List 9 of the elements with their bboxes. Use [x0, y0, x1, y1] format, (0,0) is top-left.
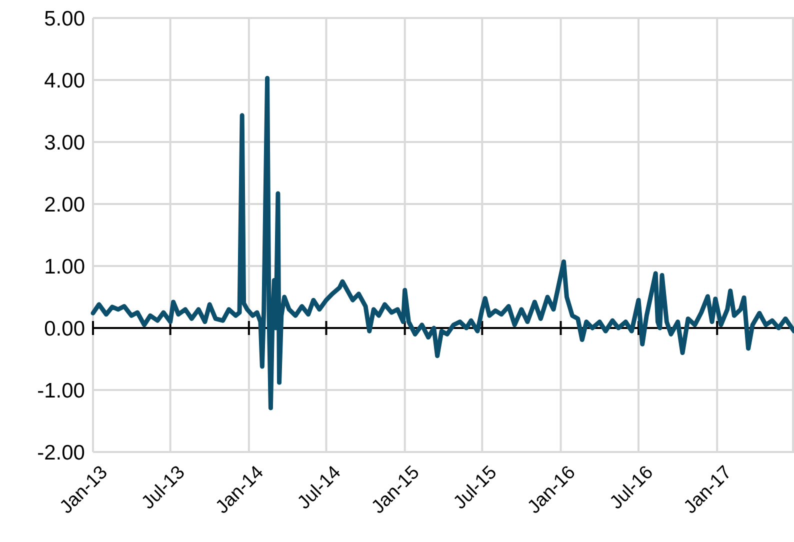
y-tick-label: 0.00 [44, 317, 85, 340]
y-tick-label: 5.00 [44, 7, 85, 30]
line-series [90, 76, 794, 410]
y-tick-label: 4.00 [44, 69, 85, 92]
y-tick-label: -2.00 [37, 441, 85, 464]
y-tick-label: 1.00 [44, 255, 85, 278]
y-tick-label: 2.00 [44, 193, 85, 216]
y-tick-label: -1.00 [37, 379, 85, 402]
y-tick-label: 3.00 [44, 131, 85, 154]
